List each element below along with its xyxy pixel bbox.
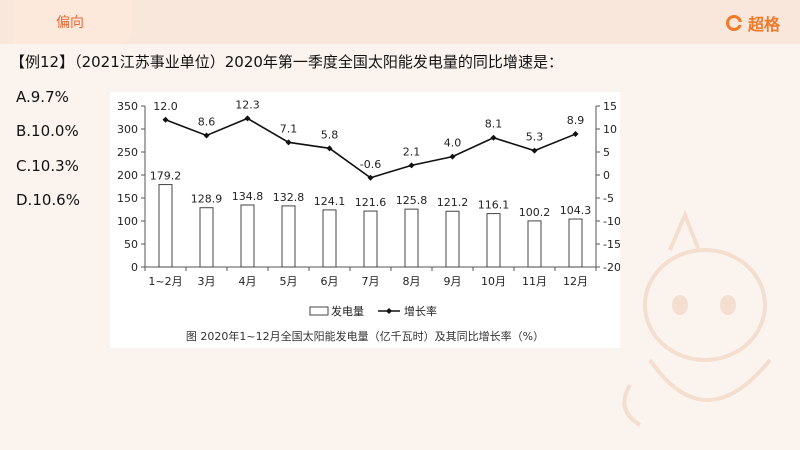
bar-value-label: 124.1 [314, 195, 346, 208]
growth-point [408, 162, 415, 169]
y-right-tick-label: -10 [603, 215, 620, 228]
growth-point [244, 115, 251, 122]
legend-line-label: 增长率 [404, 304, 437, 318]
growth-value-label: 12.3 [235, 98, 260, 111]
legend-bar-swatch [309, 306, 329, 316]
bar-value-label: 125.8 [396, 194, 428, 207]
x-tick-label: 3月 [198, 275, 216, 288]
y-right-tick-label: -20 [603, 261, 620, 274]
growth-value-label: 8.9 [567, 114, 585, 127]
growth-point [203, 132, 210, 139]
growth-point [285, 139, 292, 146]
bar [404, 208, 419, 268]
y-right-tick-label: -5 [603, 192, 614, 205]
bar [527, 220, 542, 268]
y-left-tick-label: 200 [117, 169, 138, 182]
bar [363, 210, 378, 268]
legend-bar-label: 发电量 [331, 304, 364, 318]
category-tab[interactable]: 偏向 [14, 0, 132, 44]
bar-value-label: 134.8 [232, 190, 264, 203]
x-tick-label: 7月 [362, 275, 380, 288]
legend-line-marker [386, 308, 392, 314]
top-bar [0, 0, 800, 44]
growth-value-label: 4.0 [444, 137, 462, 150]
question-text: 【例12】（2021江苏事业单位）2020年第一季度全国太阳能发电量的同比增速是… [10, 53, 563, 71]
chart-caption: 图 2020年1~12月全国太阳能发电量（亿千瓦时）及其同比增长率（%） [186, 329, 544, 343]
growth-point [572, 131, 579, 138]
y-left-tick-label: 350 [117, 100, 138, 113]
option-a[interactable]: A.9.7% [16, 88, 69, 106]
x-tick-label: 8月 [403, 275, 421, 288]
brand-name: 超格 [747, 15, 780, 34]
y-right-tick-label: 5 [603, 146, 610, 159]
x-tick-label: 1~2月 [148, 275, 182, 288]
y-right-tick-label: 10 [603, 123, 617, 136]
bar-value-label: 104.3 [560, 204, 592, 217]
y-right-tick-label: 0 [603, 169, 610, 182]
x-tick-label: 11月 [522, 275, 547, 288]
growth-value-label: 5.3 [526, 131, 544, 144]
x-tick-label: 4月 [239, 275, 257, 288]
option-c[interactable]: C.10.3% [16, 157, 79, 175]
bar [568, 218, 583, 268]
chart-panel: 350 300 250 200 150 100 50 0 15 10 5 0 -5 -10 -15 -20 17… [110, 92, 621, 348]
y-left-tick-label: 300 [117, 123, 138, 136]
bar-value-label: 116.1 [478, 199, 510, 212]
chart-svg: 350300250200150100500151050-5-10-15-2017… [117, 98, 621, 343]
y-left-tick-label: 50 [124, 238, 138, 251]
bar [240, 204, 255, 268]
growth-point [162, 116, 169, 123]
growth-value-label: 12.0 [153, 100, 178, 113]
x-tick-label: 9月 [444, 275, 462, 288]
growth-value-label: 8.1 [485, 118, 503, 131]
growth-value-label: 7.1 [280, 122, 298, 135]
brand-logo: 超格 [725, 12, 780, 34]
bar-value-label: 179.2 [150, 170, 182, 183]
x-tick-label: 5月 [280, 275, 298, 288]
bar [322, 209, 337, 268]
option-d[interactable]: D.10.6% [16, 191, 80, 209]
bar [199, 207, 214, 268]
x-tick-label: 12月 [563, 275, 588, 288]
bar [281, 205, 296, 268]
growth-value-label: 2.1 [403, 145, 421, 158]
mascot-watermark-icon [622, 210, 772, 427]
bar-value-label: 132.8 [273, 191, 305, 204]
y-right-tick-label: -15 [603, 238, 620, 251]
option-b[interactable]: B.10.0% [16, 122, 79, 140]
x-tick-label: 6月 [321, 275, 339, 288]
bar-value-label: 128.9 [191, 193, 223, 206]
bar [445, 210, 460, 268]
brand-logo-icon [725, 15, 742, 31]
bar-value-label: 121.2 [437, 196, 469, 209]
bar-value-label: 100.2 [519, 206, 551, 219]
growth-value-label: 8.6 [198, 115, 216, 128]
y-left-tick-label: 150 [117, 192, 138, 205]
growth-point [326, 145, 333, 152]
growth-point [490, 134, 497, 141]
y-left-tick-label: 0 [131, 261, 138, 274]
category-tab-label: 偏向 [56, 15, 84, 31]
y-right-tick-label: 15 [603, 100, 617, 113]
growth-value-label: -0.6 [360, 158, 381, 171]
bar [158, 184, 173, 268]
bar [486, 213, 501, 268]
bar-value-label: 121.6 [355, 196, 387, 209]
growth-point [367, 174, 374, 181]
x-tick-label: 10月 [481, 275, 506, 288]
growth-point [531, 147, 538, 154]
growth-value-label: 5.8 [321, 128, 339, 141]
growth-point [449, 153, 456, 160]
y-left-tick-label: 100 [117, 215, 138, 228]
y-left-tick-label: 250 [117, 146, 138, 159]
